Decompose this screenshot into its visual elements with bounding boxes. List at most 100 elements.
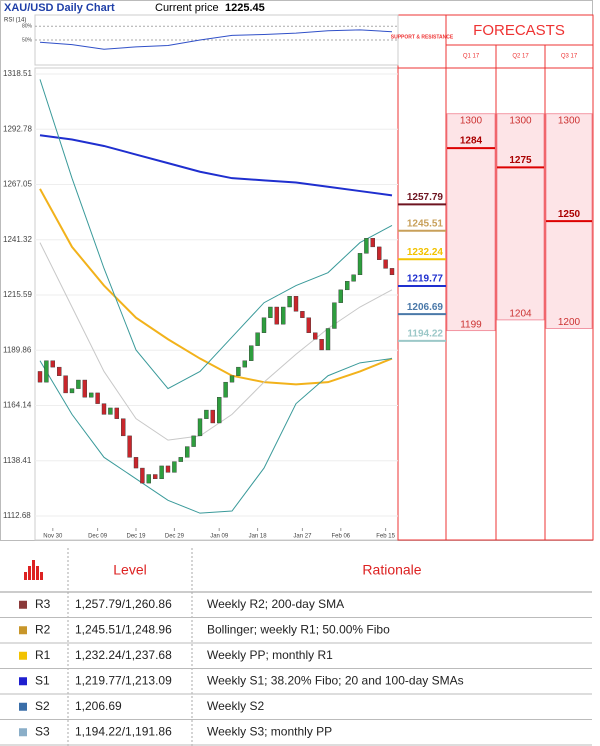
row-swatch — [19, 677, 27, 686]
candle — [37, 371, 43, 383]
rsi-label: RSI (14) — [4, 18, 26, 24]
table-header: Level — [113, 562, 146, 578]
candle — [63, 375, 68, 394]
candle — [101, 403, 107, 415]
row-name: R2 — [35, 622, 51, 636]
price-label: Current price — [155, 2, 219, 14]
level-label: 1232.24 — [407, 247, 444, 258]
row-swatch — [19, 626, 27, 635]
candle — [197, 418, 203, 437]
candle — [204, 409, 209, 419]
candle — [364, 238, 369, 254]
table: Level Rationale — [0, 548, 592, 746]
candle — [313, 332, 318, 340]
candle — [300, 311, 305, 318]
forecast-low: 1200 — [558, 317, 581, 328]
row-rationale: Bollinger; weekly R1; 50.00% Fibo — [207, 622, 390, 636]
row-swatch — [19, 600, 27, 609]
candle — [287, 296, 292, 308]
row-swatch — [19, 702, 27, 711]
level-label: 1206.69 — [407, 302, 444, 313]
x-tick-label: Jan 09 — [210, 534, 229, 540]
row-name: R3 — [35, 597, 51, 611]
forecast-high: 1300 — [509, 115, 532, 126]
candle — [114, 407, 120, 419]
chart-title: XAU/USD Daily Chart — [4, 2, 115, 14]
indicator-line — [39, 358, 393, 514]
row-level: 1,219.77/1,213.09 — [75, 673, 172, 687]
candle — [178, 457, 184, 462]
level-label: 1257.79 — [407, 192, 444, 203]
candle — [216, 397, 222, 424]
candle — [389, 268, 395, 276]
candle — [69, 388, 75, 394]
row-rationale: Weekly S2 — [207, 699, 264, 713]
candle — [325, 328, 331, 351]
forecast-range — [496, 113, 545, 321]
y-tick-label: 1267.05 — [3, 180, 32, 189]
levels-title: SUPPORT & RESISTANCE — [391, 34, 454, 40]
candle — [268, 306, 273, 318]
candle — [133, 457, 139, 469]
x-tick-label: Dec 29 — [165, 534, 185, 540]
level-label: 1219.77 — [407, 274, 444, 285]
candle — [332, 302, 337, 329]
row-rationale: Weekly S3; monthly PP — [207, 724, 332, 738]
y-tick-label: 1112.68 — [3, 511, 31, 520]
row-name: S3 — [35, 724, 50, 738]
forecast-mid-label: 1250 — [558, 209, 581, 220]
candle — [108, 407, 113, 415]
candle — [377, 246, 382, 260]
row-level: 1,245.51/1,248.96 — [75, 622, 172, 636]
rsi-tick-label: 50% — [22, 37, 33, 43]
x-tick-label: Nov 30 — [43, 534, 63, 540]
quarter-label: Q1 17 — [463, 54, 480, 60]
y-tick-label: 1241.32 — [3, 235, 32, 244]
indicator-line — [39, 79, 393, 390]
candle — [140, 467, 145, 484]
row-swatch — [19, 728, 27, 737]
plot-area — [34, 67, 399, 541]
row-name: R1 — [35, 648, 51, 662]
candle — [338, 289, 343, 303]
candle — [82, 379, 88, 398]
x-tick-label: Dec 09 — [88, 534, 108, 540]
x-tick-label: Feb 15 — [376, 534, 395, 540]
candle — [50, 360, 55, 368]
candle — [159, 465, 164, 480]
forecasts-title: FORECASTS — [473, 22, 565, 39]
indicator-line — [39, 188, 393, 386]
row-level: 1,206.69 — [75, 699, 122, 713]
candle — [88, 392, 94, 398]
candle — [120, 418, 126, 437]
x-tick-label: Feb 06 — [331, 534, 350, 540]
x-tick-label: Jan 18 — [249, 534, 268, 540]
candle — [357, 253, 363, 276]
y-tick-label: 1189.86 — [3, 345, 32, 354]
forecast-mid-label: 1284 — [460, 136, 483, 147]
candle — [261, 317, 267, 333]
forecast-high: 1300 — [558, 115, 581, 126]
candle — [152, 474, 158, 480]
row-swatch — [19, 651, 27, 660]
candle — [242, 360, 248, 368]
x-tick-label: Jan 27 — [293, 534, 312, 540]
quarter-label: Q2 17 — [512, 54, 529, 60]
candle — [274, 306, 279, 325]
candle — [223, 381, 228, 398]
row-rationale: Weekly PP; monthly R1 — [207, 648, 333, 662]
candle — [191, 435, 196, 447]
table-header: Rationale — [362, 562, 421, 578]
candle — [172, 461, 177, 473]
forecast-range — [446, 113, 496, 332]
forecast-low: 1199 — [460, 319, 482, 330]
row-level: 1,194.22/1,191.86 — [75, 724, 172, 738]
row-level: 1,232.24/1,237.68 — [75, 648, 172, 662]
y-tick-label: 1215.59 — [3, 290, 32, 299]
candle — [281, 306, 286, 325]
x-tick-label: Dec 19 — [126, 534, 146, 540]
level-label: 1245.51 — [407, 218, 444, 229]
candle — [345, 281, 350, 291]
candle — [351, 274, 356, 282]
